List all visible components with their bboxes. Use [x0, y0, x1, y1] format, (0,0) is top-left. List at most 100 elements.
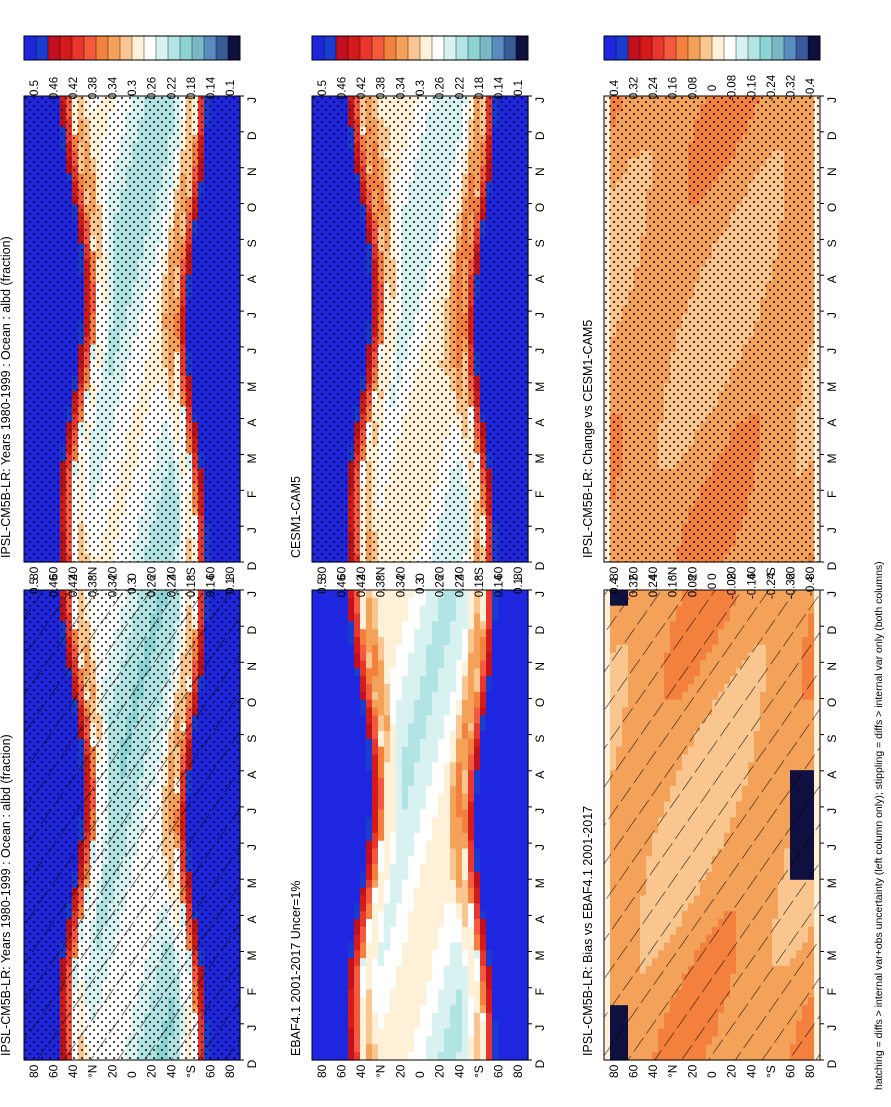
month-tick-label: J: [245, 348, 259, 354]
heatmap-cell: [444, 668, 451, 677]
heatmap-cell: [366, 629, 373, 638]
month-tick-label: S: [245, 735, 259, 743]
heatmap-cell: [450, 660, 457, 669]
heatmap-cell: [438, 684, 445, 693]
month-tick-label: J: [245, 844, 259, 850]
heatmap-cell: [438, 613, 445, 622]
heatmap-cell: [516, 637, 523, 646]
heatmap-cell: [474, 621, 481, 630]
heatmap-cell: [408, 676, 415, 685]
heatmap-cell: [372, 613, 379, 622]
heatmap-cell: [414, 637, 421, 646]
heatmap-cell: [330, 660, 337, 669]
heatmap-cell: [324, 652, 331, 662]
heatmap-cell: [420, 691, 427, 701]
month-tick-label: A: [245, 419, 259, 427]
heatmap-cell: [516, 660, 523, 669]
heatmap-cell: [408, 597, 415, 607]
heatmap-cell: [396, 668, 403, 677]
heatmap-cell: [336, 605, 343, 615]
heatmap-cell: [498, 621, 505, 630]
colorbar-tick-label: 0.3: [127, 80, 139, 96]
heatmap-cell: [360, 605, 367, 615]
heatmap-cell: [390, 613, 397, 622]
heatmap-cell: [384, 684, 391, 693]
heatmap-cell: [414, 699, 421, 709]
heatmap-cell: [360, 644, 367, 654]
heatmap-cell: [378, 668, 385, 677]
heatmap-cell: [444, 699, 451, 709]
heatmap-cell: [342, 621, 349, 630]
heatmap-cell: [486, 629, 493, 638]
heatmap-cell: [402, 691, 409, 701]
heatmap-cell: [384, 668, 391, 677]
heatmap-cell: [330, 684, 337, 693]
heatmap-cell: [378, 629, 385, 638]
heatmap-cell: [384, 621, 391, 630]
heatmap-cell: [384, 613, 391, 622]
heatmap-cell: [378, 644, 385, 654]
heatmap-cell: [480, 605, 487, 615]
heatmap-cell: [474, 668, 481, 677]
heatmap-cell: [426, 668, 433, 677]
heatmap-cell: [432, 621, 439, 630]
colorbar-swatch: [131, 35, 145, 61]
month-tick-label: A: [245, 275, 259, 283]
lat-tick-label: 20: [105, 566, 119, 580]
heatmap-cell: [516, 676, 523, 685]
heatmap-cell: [384, 652, 391, 662]
heatmap-cell: [486, 676, 493, 685]
heatmap-cell: [510, 605, 517, 615]
heatmap-cell: [456, 621, 463, 630]
heatmap-cell: [318, 637, 325, 646]
heatmap-cell: [402, 660, 409, 669]
heatmap-cell: [504, 691, 511, 701]
heatmap-cell: [450, 597, 457, 607]
heatmap-cell: [480, 668, 487, 677]
heatmap-cell: [414, 684, 421, 693]
heatmap-cell: [516, 621, 523, 630]
heatmap-cell: [372, 691, 379, 701]
colorbar-swatch: [203, 35, 217, 61]
heatmap-cell: [480, 644, 487, 654]
heatmap-cell: [468, 660, 475, 669]
heatmap-cell: [390, 691, 397, 701]
heatmap-cell: [390, 621, 397, 630]
heatmap-cell: [504, 637, 511, 646]
heatmap-cell: [420, 597, 427, 607]
stippling-overlay: [24, 96, 240, 562]
heatmap-cell: [474, 691, 481, 701]
heatmap-cell: [312, 691, 319, 701]
heatmap-cell: [330, 621, 337, 630]
heatmap-cell: [360, 668, 367, 677]
heatmap-cell: [354, 660, 361, 669]
heatmap-cell: [336, 652, 343, 662]
heatmap-cell: [402, 684, 409, 693]
heatmap-cell: [426, 676, 433, 685]
heatmap-cell: [342, 597, 349, 607]
colorbar-swatch: [191, 35, 205, 61]
heatmap-cell: [432, 629, 439, 638]
heatmap-cell: [426, 597, 433, 607]
heatmap-cell: [408, 629, 415, 638]
heatmap-cell: [510, 668, 517, 677]
colorbar-tick-label: 0.5: [29, 80, 41, 96]
heatmap-cell: [504, 605, 511, 615]
month-tick-label: J: [245, 312, 259, 318]
heatmap-cell: [336, 644, 343, 654]
heatmap-cell: [510, 684, 517, 693]
colorbar-swatch: [59, 35, 73, 61]
heatmap-cell: [462, 660, 469, 669]
heatmap-cell: [444, 629, 451, 638]
heatmap-cell: [486, 652, 493, 662]
month-tick-label: J: [245, 591, 259, 597]
colorbar-swatch: [107, 35, 121, 61]
month-tick-label: S: [245, 239, 259, 247]
heatmap-cell: [324, 605, 331, 615]
heatmap-cell: [432, 644, 439, 654]
heatmap-cell: [462, 668, 469, 677]
colorbar-tick-label: 0.14: [206, 574, 218, 597]
heatmap-cell: [348, 676, 355, 685]
heatmap-cell: [330, 629, 337, 638]
heatmap-cell: [438, 637, 445, 646]
